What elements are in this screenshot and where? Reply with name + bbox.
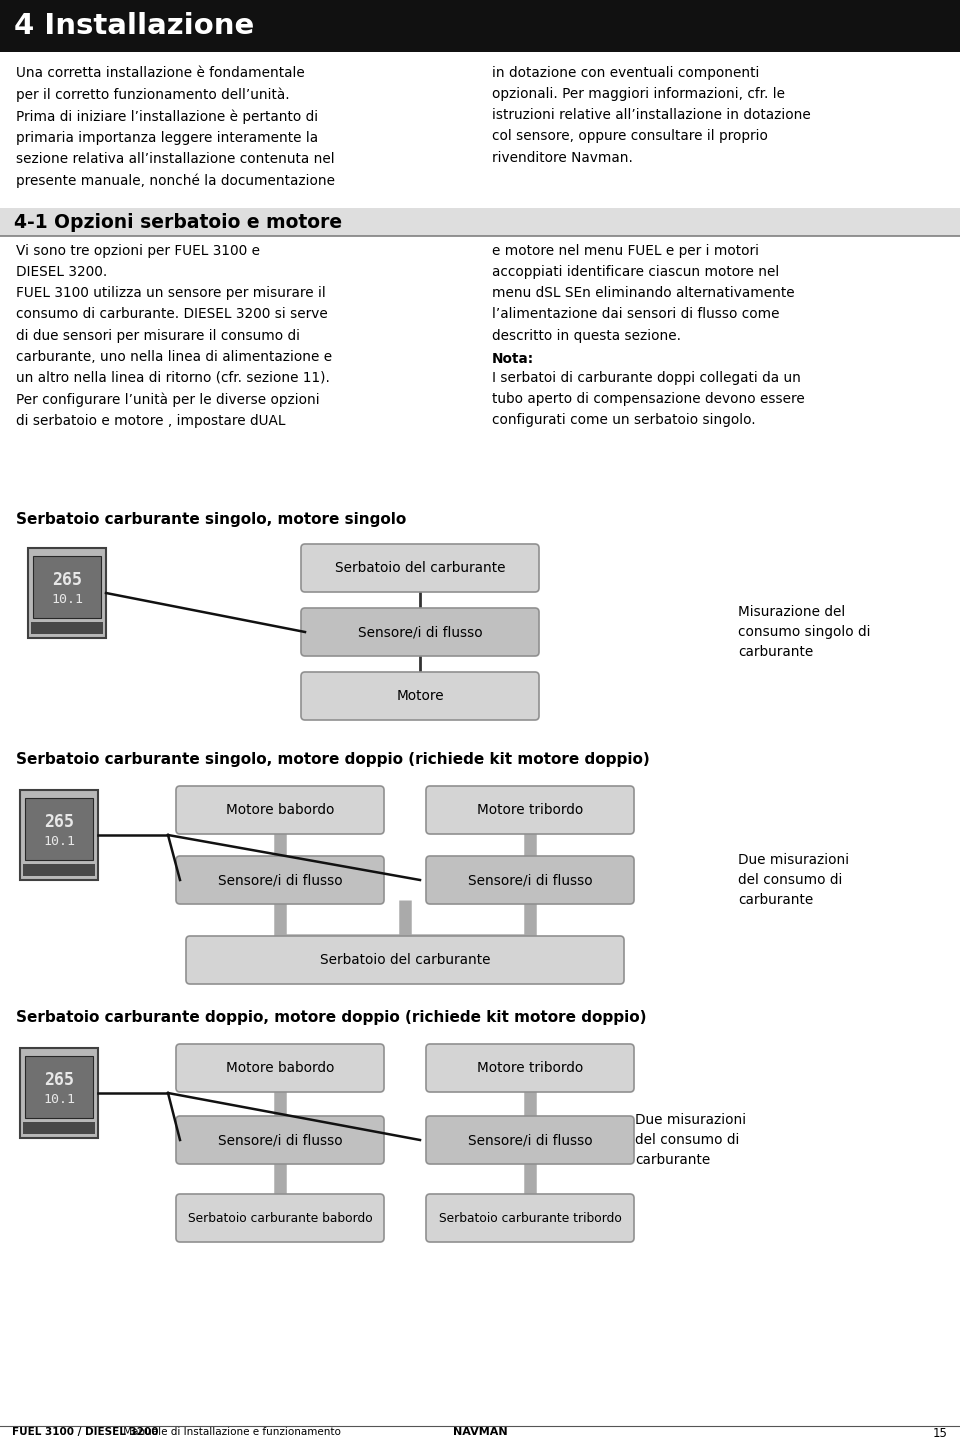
Text: Motore babordo: Motore babordo — [226, 1061, 334, 1074]
FancyBboxPatch shape — [301, 608, 539, 656]
FancyBboxPatch shape — [20, 1048, 98, 1138]
FancyBboxPatch shape — [28, 549, 106, 638]
FancyBboxPatch shape — [23, 1122, 95, 1134]
Text: Sensore/i di flusso: Sensore/i di flusso — [468, 1134, 592, 1147]
Text: Vi sono tre opzioni per FUEL 3100 e
DIESEL 3200.
FUEL 3100 utilizza un sensore p: Vi sono tre opzioni per FUEL 3100 e DIES… — [16, 244, 332, 427]
Text: Motore tribordo: Motore tribordo — [477, 803, 583, 817]
FancyBboxPatch shape — [176, 1116, 384, 1164]
FancyBboxPatch shape — [301, 544, 539, 592]
FancyBboxPatch shape — [176, 1044, 384, 1092]
Text: Serbatoio carburante tribordo: Serbatoio carburante tribordo — [439, 1212, 621, 1225]
Text: Serbatoio carburante babordo: Serbatoio carburante babordo — [187, 1212, 372, 1225]
Text: e motore nel menu FUEL e per i motori
accoppiati identificare ciascun motore nel: e motore nel menu FUEL e per i motori ac… — [492, 244, 795, 342]
Text: Serbatoio carburante singolo, motore singolo: Serbatoio carburante singolo, motore sin… — [16, 513, 406, 527]
FancyBboxPatch shape — [186, 936, 624, 983]
Text: Nota:: Nota: — [492, 351, 534, 365]
Text: 15: 15 — [933, 1427, 948, 1440]
FancyBboxPatch shape — [33, 556, 101, 618]
Text: Sensore/i di flusso: Sensore/i di flusso — [358, 625, 482, 640]
Text: Manuale di Installazione e funzionamento: Manuale di Installazione e funzionamento — [120, 1427, 341, 1437]
FancyBboxPatch shape — [25, 799, 93, 861]
FancyBboxPatch shape — [426, 1194, 634, 1242]
FancyBboxPatch shape — [25, 1056, 93, 1118]
Text: Motore babordo: Motore babordo — [226, 803, 334, 817]
Text: Sensore/i di flusso: Sensore/i di flusso — [218, 874, 343, 887]
Text: 10.1: 10.1 — [51, 593, 83, 606]
FancyBboxPatch shape — [301, 671, 539, 721]
FancyBboxPatch shape — [0, 0, 960, 52]
Text: 10.1: 10.1 — [43, 835, 75, 848]
Text: 265: 265 — [44, 813, 74, 830]
FancyBboxPatch shape — [0, 208, 960, 235]
FancyBboxPatch shape — [426, 856, 634, 904]
FancyBboxPatch shape — [31, 622, 103, 634]
Text: Sensore/i di flusso: Sensore/i di flusso — [218, 1134, 343, 1147]
FancyBboxPatch shape — [176, 856, 384, 904]
Text: NAVMAN: NAVMAN — [453, 1427, 507, 1437]
Text: Motore tribordo: Motore tribordo — [477, 1061, 583, 1074]
Text: Una corretta installazione è fondamentale
per il corretto funzionamento dell’uni: Una corretta installazione è fondamental… — [16, 66, 335, 188]
Text: 4 Installazione: 4 Installazione — [14, 12, 254, 40]
Text: 4-1 Opzioni serbatoio e motore: 4-1 Opzioni serbatoio e motore — [14, 212, 342, 231]
Text: Motore: Motore — [396, 689, 444, 703]
Text: Due misurazioni
del consumo di
carburante: Due misurazioni del consumo di carburant… — [635, 1113, 746, 1167]
Text: in dotazione con eventuali componenti
opzionali. Per maggiori informazioni, cfr.: in dotazione con eventuali componenti op… — [492, 66, 811, 165]
Text: Sensore/i di flusso: Sensore/i di flusso — [468, 874, 592, 887]
FancyBboxPatch shape — [23, 864, 95, 877]
FancyBboxPatch shape — [426, 1044, 634, 1092]
Text: Serbatoio del carburante: Serbatoio del carburante — [335, 562, 505, 575]
Text: 10.1: 10.1 — [43, 1093, 75, 1106]
Text: I serbatoi di carburante doppi collegati da un
tubo aperto di compensazione devo: I serbatoi di carburante doppi collegati… — [492, 371, 804, 427]
Text: Due misurazioni
del consumo di
carburante: Due misurazioni del consumo di carburant… — [738, 853, 850, 907]
Text: Serbatoio carburante doppio, motore doppio (richiede kit motore doppio): Serbatoio carburante doppio, motore dopp… — [16, 1009, 646, 1025]
FancyBboxPatch shape — [20, 790, 98, 879]
Text: 265: 265 — [44, 1070, 74, 1089]
Text: FUEL 3100 / DIESEL 3200: FUEL 3100 / DIESEL 3200 — [12, 1427, 158, 1437]
FancyBboxPatch shape — [426, 786, 634, 835]
FancyBboxPatch shape — [426, 1116, 634, 1164]
Text: 265: 265 — [52, 570, 82, 589]
Text: Serbatoio carburante singolo, motore doppio (richiede kit motore doppio): Serbatoio carburante singolo, motore dop… — [16, 752, 650, 767]
FancyBboxPatch shape — [176, 1194, 384, 1242]
Text: Misurazione del
consumo singolo di
carburante: Misurazione del consumo singolo di carbu… — [738, 605, 871, 658]
Text: Serbatoio del carburante: Serbatoio del carburante — [320, 953, 491, 967]
FancyBboxPatch shape — [176, 786, 384, 835]
